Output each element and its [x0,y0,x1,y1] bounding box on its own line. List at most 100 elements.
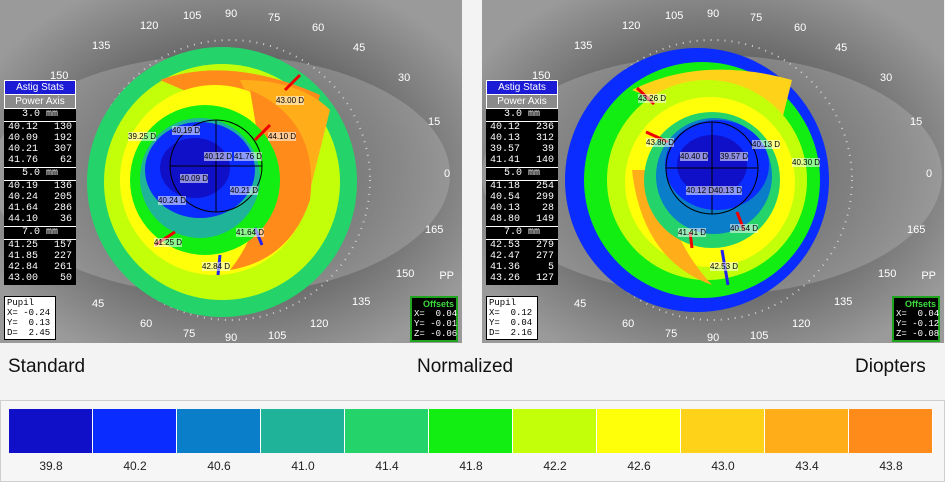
axis-value: 236 [535,122,554,133]
legend-tick: 43.4 [795,459,819,473]
stat-row: 40.54 299 [486,192,558,203]
topography-map-left[interactable]: 120 105 90 75 60 45 30 15 0 165 150 135 … [0,0,462,343]
power-value: 40.54 [490,192,521,203]
axis-label-105: 105 [183,10,202,22]
stat-row: 40.19 136 [4,181,76,192]
axis-label-0: 0 [926,168,933,180]
pupil-y: Y= 0.13 [7,318,51,328]
legend-swatch [345,409,429,453]
axis-value: 312 [535,133,554,144]
axis-value: 192 [53,133,72,144]
pp-label: PP [921,270,936,282]
axis-label-45-bottom: 45 [574,298,587,310]
normalized-label[interactable]: Normalized [417,356,514,377]
axis-value: 227 [53,251,72,262]
standard-label[interactable]: Standard [8,356,86,377]
stat-row: 41.64 286 [4,203,76,214]
axis-value: 50 [59,273,72,284]
stat-row: 41.76 62 [4,155,76,166]
stat-row: 40.21 307 [4,144,76,155]
legend-tick: 43.0 [711,459,735,473]
legend-tick: 40.2 [123,459,147,473]
stat-row: 41.25 157 [4,240,76,251]
axis-value: 28 [541,203,554,214]
reading-label: 40.12 D [204,152,233,161]
axis-label-120-bottom: 120 [310,318,329,330]
power-value: 40.19 [8,181,39,192]
power-value: 41.25 [8,240,39,251]
axis-label-120-bottom: 120 [792,318,811,330]
reading-label: 43.00 D [276,96,305,105]
axis-label-15: 15 [910,116,923,128]
stat-row: 40.09 192 [4,133,76,144]
reading-label: 40.13 D [714,186,743,195]
stat-row: 41.18 254 [486,181,558,192]
offset-z: Z= -0.06 [414,329,458,339]
legend-tick: 41.8 [459,459,483,473]
topography-map-right[interactable]: 43.26 D 43.80 D 40.40 D 39.57 D 40.13 D … [482,0,944,343]
axis-label-165: 165 [907,224,926,236]
stat-row: 40.24 205 [4,192,76,203]
diopters-label[interactable]: Diopters [855,356,926,377]
legend-swatch [849,409,933,453]
axis-value: 205 [53,192,72,203]
axis-label-120: 120 [140,20,159,32]
axis-label-60: 60 [794,22,807,34]
zone-title: 5.0 mm [4,168,76,181]
legend-tick: 42.6 [627,459,651,473]
power-value: 41.18 [490,181,521,192]
axis-label-105-bottom: 105 [268,330,287,342]
zone-3mm: 3.0 mm 40.12 236 40.13 312 39.57 39 41.41 14… [486,109,558,168]
axis-label-165: 165 [425,224,444,236]
power-value: 43.26 [490,273,521,284]
zone-7mm: 7.0 mm 42.53 279 42.47 277 41.36 5 43.26 127 [486,227,558,285]
power-value: 48.80 [490,214,521,225]
zone-7mm: 7.0 mm 41.25 157 41.85 227 42.84 261 43.00 5… [4,227,76,285]
reading-label: 41.76 D [234,152,263,161]
stat-row: 39.57 39 [486,144,558,155]
stat-row: 40.13 28 [486,203,558,214]
axis-label-30: 30 [880,72,893,84]
axis-value: 39 [541,144,554,155]
legend-swatch [597,409,681,453]
reading-label: 42.84 D [202,262,231,271]
axis-label-30: 30 [398,72,411,84]
legend-tick: 43.8 [879,459,903,473]
reading-label: 40.09 D [180,174,209,183]
zone-title: 3.0 mm [486,109,558,122]
pupil-box: Pupil X= -0.24 Y= 0.13 D= 2.45 [4,296,56,340]
reading-label: 41.41 D [678,228,707,237]
reading-label: 40.21 D [230,186,259,195]
legend-swatch [177,409,261,453]
legend-tick: 41.0 [291,459,315,473]
stat-row: 41.36 5 [486,262,558,273]
power-value: 40.09 [8,133,39,144]
pupil-y: Y= 0.04 [489,318,533,328]
zone-5mm: 5.0 mm 41.18 254 40.54 299 40.13 28 48.80 14… [486,168,558,227]
zone-3mm: 3.0 mm 40.12 130 40.09 192 40.21 307 41.76 6… [4,109,76,168]
zone-5mm: 5.0 mm 40.19 136 40.24 205 41.64 286 44.10 3… [4,168,76,227]
stat-row: 41.41 140 [486,155,558,166]
legend-tick: 42.2 [543,459,567,473]
reading-label: 40.12 D [686,186,715,195]
axis-label-90-bottom: 90 [707,332,720,343]
stat-row: 42.53 279 [486,240,558,251]
stat-row: 42.84 261 [4,262,76,273]
axis-label-135: 135 [834,296,853,308]
power-axis-button[interactable]: Power Axis [4,95,76,109]
offset-z: Z= -0.08 [896,329,940,339]
axis-label-135: 135 [352,296,371,308]
astig-stats-button[interactable]: Astig Stats [486,80,558,95]
axis-value: 277 [535,251,554,262]
power-value: 40.13 [490,133,521,144]
axis-label-75: 75 [268,12,281,24]
astig-stats-button[interactable]: Astig Stats [4,80,76,95]
legend-tick: 41.4 [375,459,399,473]
axis-value: 5 [547,262,554,273]
power-value: 41.36 [490,262,521,273]
zone-title: 3.0 mm [4,109,76,122]
axis-label-75: 75 [750,12,763,24]
offset-x: X= 0.04 [414,309,458,319]
offset-y: Y= -0.12 [896,319,940,329]
power-axis-button[interactable]: Power Axis [486,95,558,109]
